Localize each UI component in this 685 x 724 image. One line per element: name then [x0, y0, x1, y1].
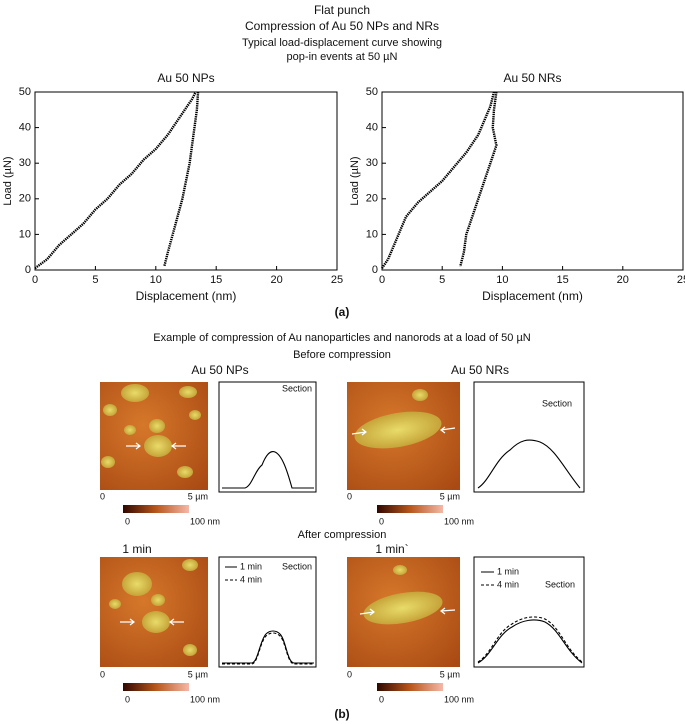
legend-label: 1 min [497, 566, 519, 576]
scale-label: 5 µm [188, 491, 208, 501]
section-label: Section [282, 383, 312, 393]
scale-label: 0 [100, 491, 105, 501]
x-tick-label: 15 [556, 274, 568, 286]
y-tick-label: 30 [366, 157, 378, 169]
legend-label: 4 min [497, 579, 519, 589]
x-tick-label: 25 [331, 274, 343, 286]
x-tick-label: 10 [496, 274, 508, 286]
colorbar-label: 100 nm [444, 516, 474, 526]
section-profile [218, 381, 317, 493]
plot-frame [34, 91, 338, 271]
x-tick-label: 20 [617, 274, 629, 286]
subtitle-line: Typical load-displacement curve showing [242, 37, 442, 49]
colorbar-label: 0 [379, 516, 384, 526]
panel-label: (a) [335, 305, 350, 319]
colorbar [377, 683, 443, 691]
panel-b-labels: Au 50 NPs Section 0 5 µm 0 100 nm Au 50 … [100, 363, 575, 704]
section-heading: After compression [298, 529, 387, 541]
y-tick-label: 30 [19, 157, 31, 169]
scale-label: 0 [347, 669, 352, 679]
afm-image [100, 382, 208, 490]
x-tick-label: 0 [379, 274, 385, 286]
y-tick-label: 0 [372, 264, 378, 276]
title-line: Flat punch [314, 3, 370, 17]
scale-label: 5 µm [440, 669, 460, 679]
y-tick-label: 20 [19, 193, 31, 205]
scale-label: 0 [347, 491, 352, 501]
x-tick-label: 15 [210, 274, 222, 286]
y-tick-label: 20 [366, 193, 378, 205]
section-heading: Before compression [293, 349, 391, 361]
colorbar-label: 100 nm [444, 694, 474, 704]
data-line [459, 91, 498, 267]
y-tick-label: 0 [25, 264, 31, 276]
section-profile [473, 381, 585, 493]
y-axis-label: Load (µN) [349, 156, 361, 205]
colorbar-label: 0 [125, 694, 130, 704]
scale-label: 0 [100, 669, 105, 679]
section-profile [473, 556, 585, 668]
legend-label: 1 min [240, 561, 262, 571]
panel-title: Example of compression of Au nanoparticl… [153, 332, 531, 344]
legend-label: 4 min [240, 574, 262, 584]
colorbar-label: 100 nm [190, 516, 220, 526]
data-line [381, 91, 496, 269]
header: Flat punch Compression of Au 50 NPs and … [242, 3, 442, 63]
subtitle-line: pop-in events at 50 µN [287, 51, 398, 63]
chart-title: Au 50 NPs [157, 71, 214, 85]
x-tick-label: 0 [32, 274, 38, 286]
y-tick-label: 50 [19, 86, 31, 98]
afm-image [347, 382, 460, 490]
section-label: Section [542, 398, 572, 408]
scale-label: 5 µm [188, 669, 208, 679]
x-axis-label: Displacement (nm) [136, 289, 237, 303]
panel-label: (b) [334, 707, 349, 721]
plot-frame [381, 91, 684, 271]
x-tick-label: 20 [270, 274, 282, 286]
section-profile [218, 556, 317, 668]
chart-title: Au 50 NRs [503, 71, 561, 85]
x-axis-label: Displacement (nm) [482, 289, 583, 303]
y-tick-label: 50 [366, 86, 378, 98]
x-tick-label: 25 [677, 274, 685, 286]
x-tick-label: 10 [150, 274, 162, 286]
image-title: 1 min [122, 542, 151, 556]
colorbar-label: 0 [379, 694, 384, 704]
data-line [163, 91, 200, 267]
colorbar-label: 0 [125, 516, 130, 526]
image-title: Au 50 NPs [191, 363, 248, 377]
title-line: Compression of Au 50 NPs and NRs [245, 19, 439, 33]
colorbar-label: 100 nm [190, 694, 220, 704]
image-title: Au 50 NRs [451, 363, 509, 377]
y-tick-label: 10 [19, 228, 31, 240]
colorbar [123, 505, 189, 513]
section-label: Section [282, 561, 312, 571]
afm-image [100, 557, 208, 667]
data-line [34, 91, 197, 270]
x-tick-label: 5 [439, 274, 445, 286]
section-label: Section [545, 579, 575, 589]
y-tick-label: 40 [19, 122, 31, 134]
y-tick-label: 10 [366, 228, 378, 240]
y-tick-label: 40 [366, 122, 378, 134]
scale-label: 5 µm [440, 491, 460, 501]
x-tick-label: 5 [92, 274, 98, 286]
y-axis-label: Load (µN) [2, 156, 14, 205]
afm-image [347, 557, 460, 667]
image-title: 1 min` [375, 542, 408, 556]
colorbar [377, 505, 443, 513]
colorbar [123, 683, 189, 691]
